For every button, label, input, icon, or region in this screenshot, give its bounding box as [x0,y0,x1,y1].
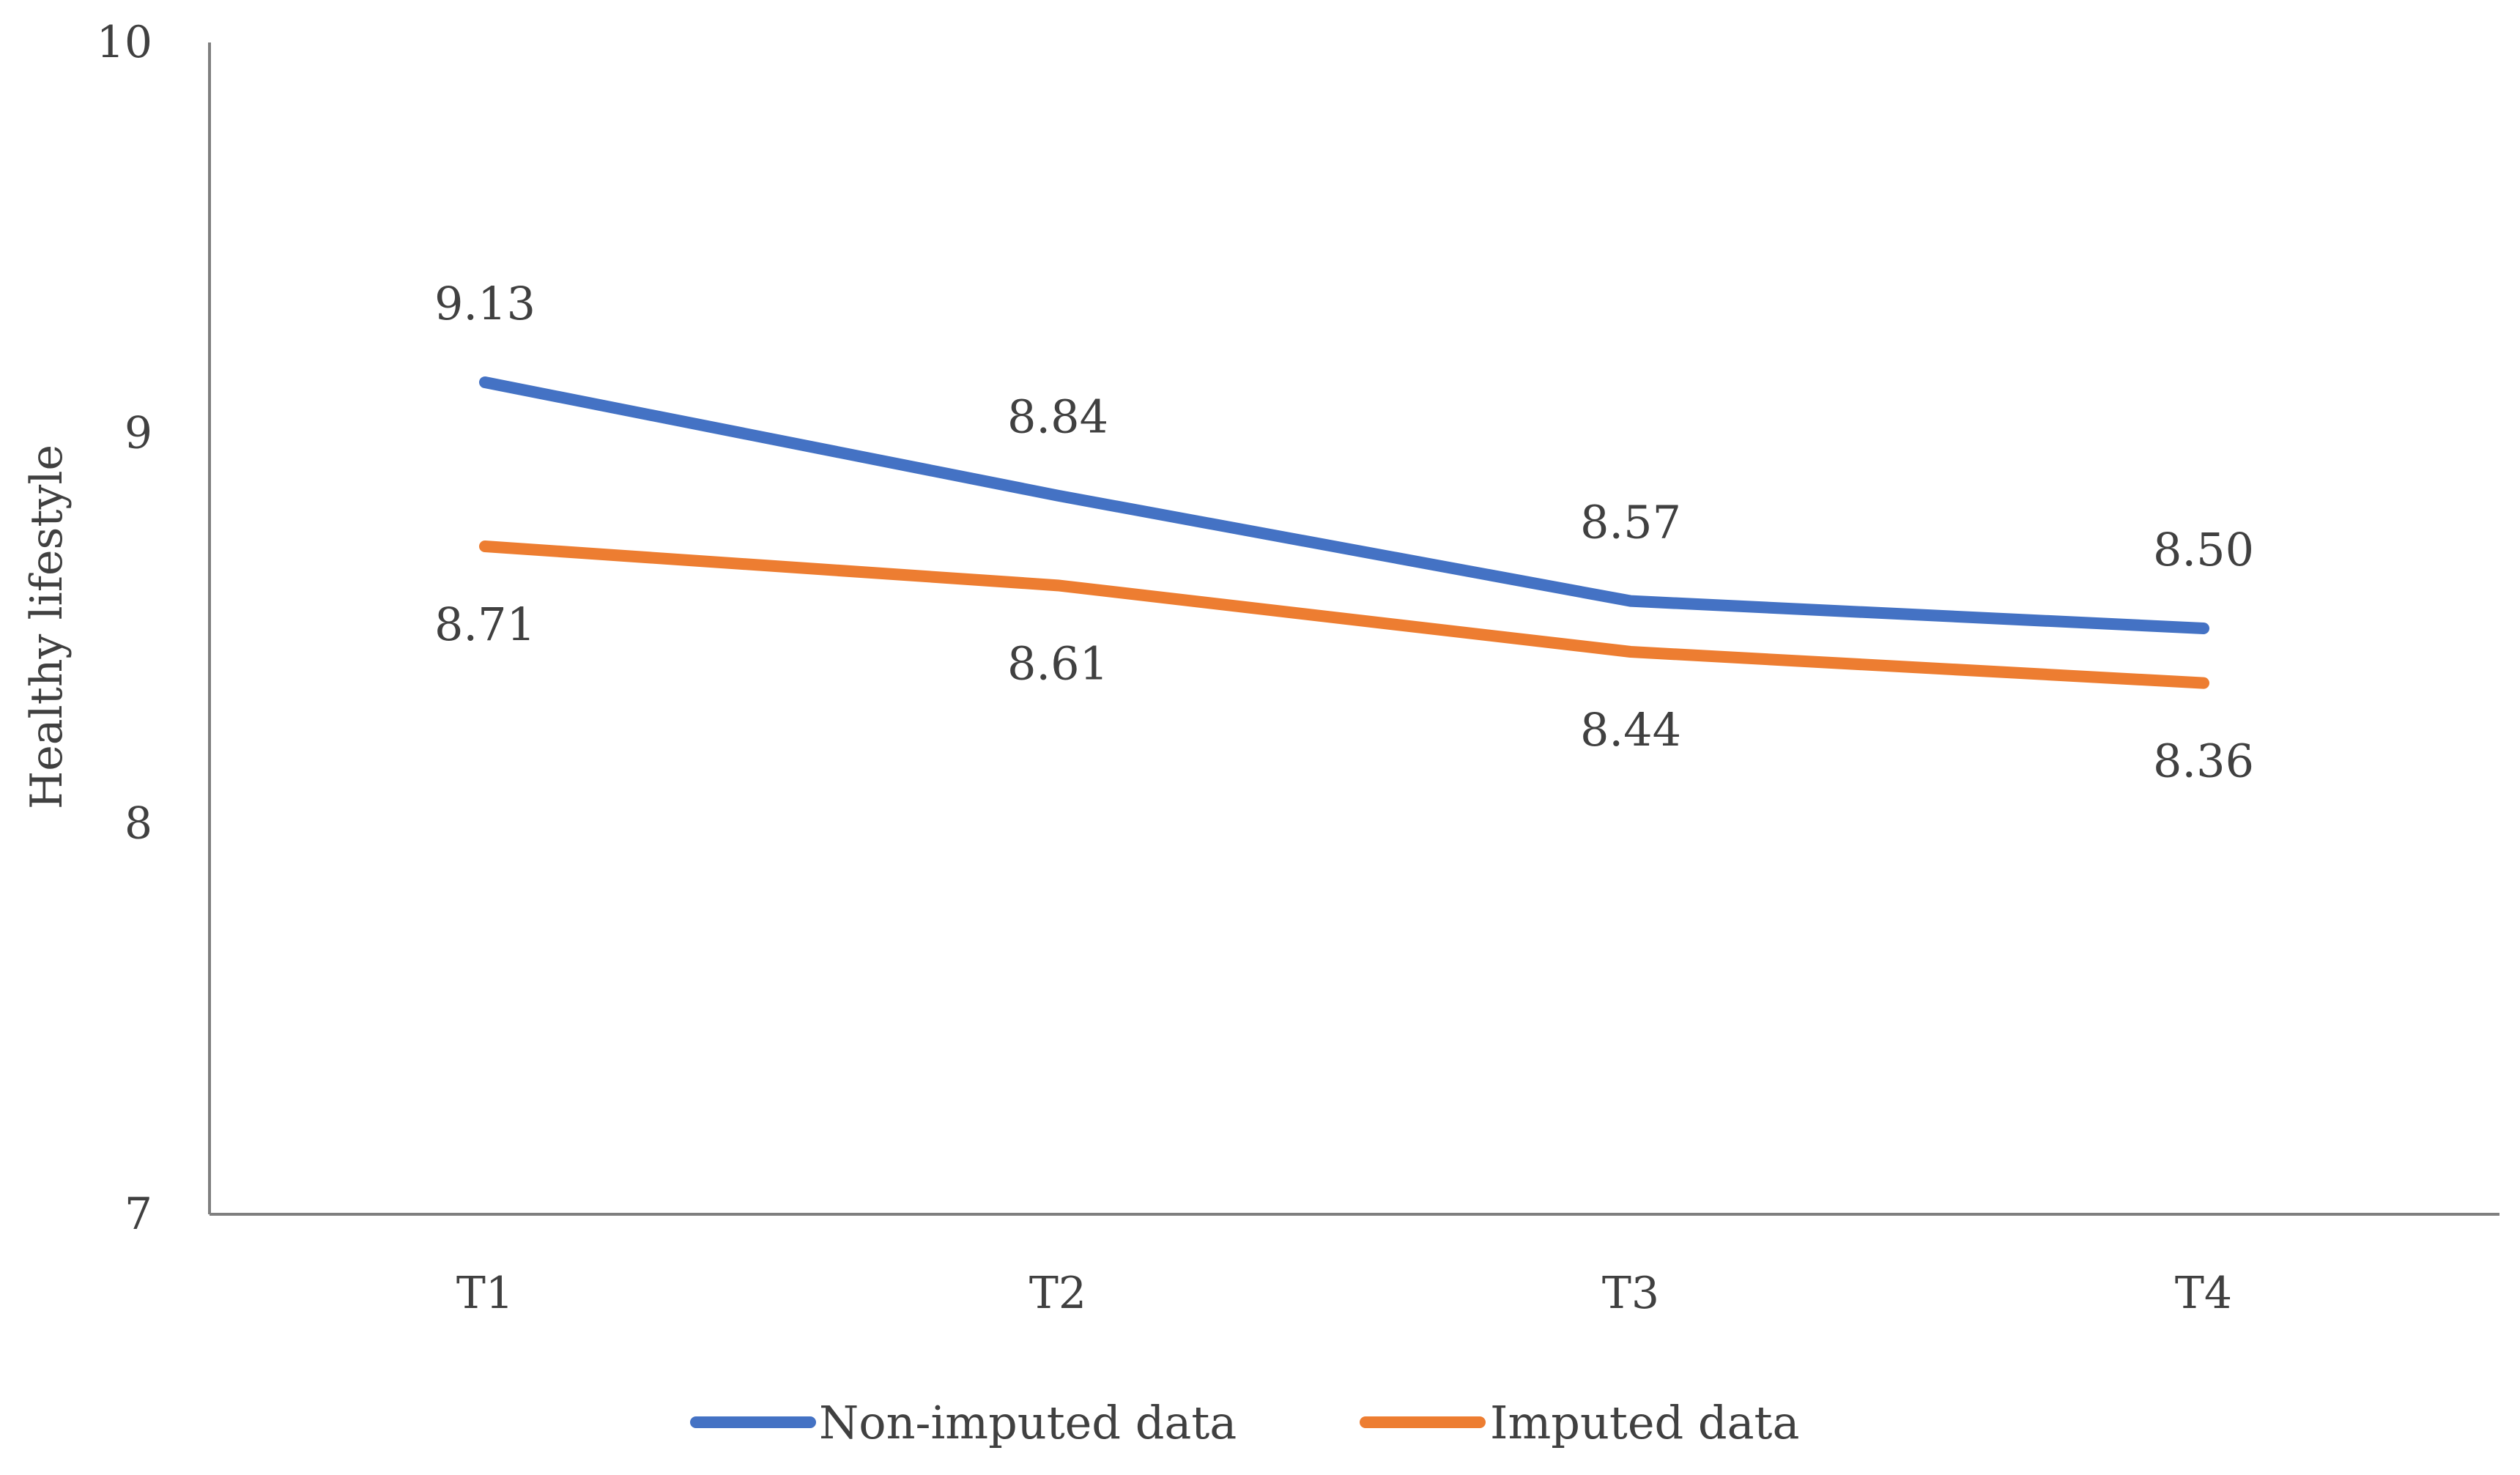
legend-label: Non-imputed data [819,1396,1237,1449]
y-tick-label: 8 [125,798,152,850]
y-axis-ticks: 7 8 9 10 [97,17,152,1240]
data-label: 8.44 [1580,703,1681,757]
x-tick-label: T3 [1602,1268,1659,1319]
data-label: 8.57 [1580,496,1681,549]
x-tick-label: T2 [1029,1268,1086,1319]
data-label: 8.71 [434,598,536,651]
x-axis-categories: T1 T2 T3 T4 [456,1268,2232,1319]
legend: Non-imputed data Imputed data [690,1396,1799,1449]
series-lines [479,376,2209,689]
y-tick-label: 10 [97,17,152,68]
y-axis-title: Healthy lifestyle [21,445,73,809]
data-label: 8.50 [2153,523,2254,576]
axes [208,42,2499,1216]
data-labels: 9.13 8.84 8.57 8.50 8.71 8.61 8.44 8.36 [434,277,2254,788]
legend-item-non-imputed: Non-imputed data [690,1396,1237,1449]
data-label: 8.36 [2153,735,2254,788]
data-label: 8.84 [1007,390,1108,444]
series-line-non-imputed [479,376,2209,634]
series-line-imputed [479,540,2209,689]
x-tick-label: T1 [456,1268,514,1319]
y-tick-label: 7 [125,1189,152,1240]
legend-item-imputed: Imputed data [1360,1396,1799,1449]
y-tick-label: 9 [125,407,152,458]
legend-label: Imputed data [1490,1396,1799,1449]
data-label: 8.61 [1007,636,1108,690]
x-tick-label: T4 [2175,1268,2232,1319]
data-label: 9.13 [434,277,536,330]
